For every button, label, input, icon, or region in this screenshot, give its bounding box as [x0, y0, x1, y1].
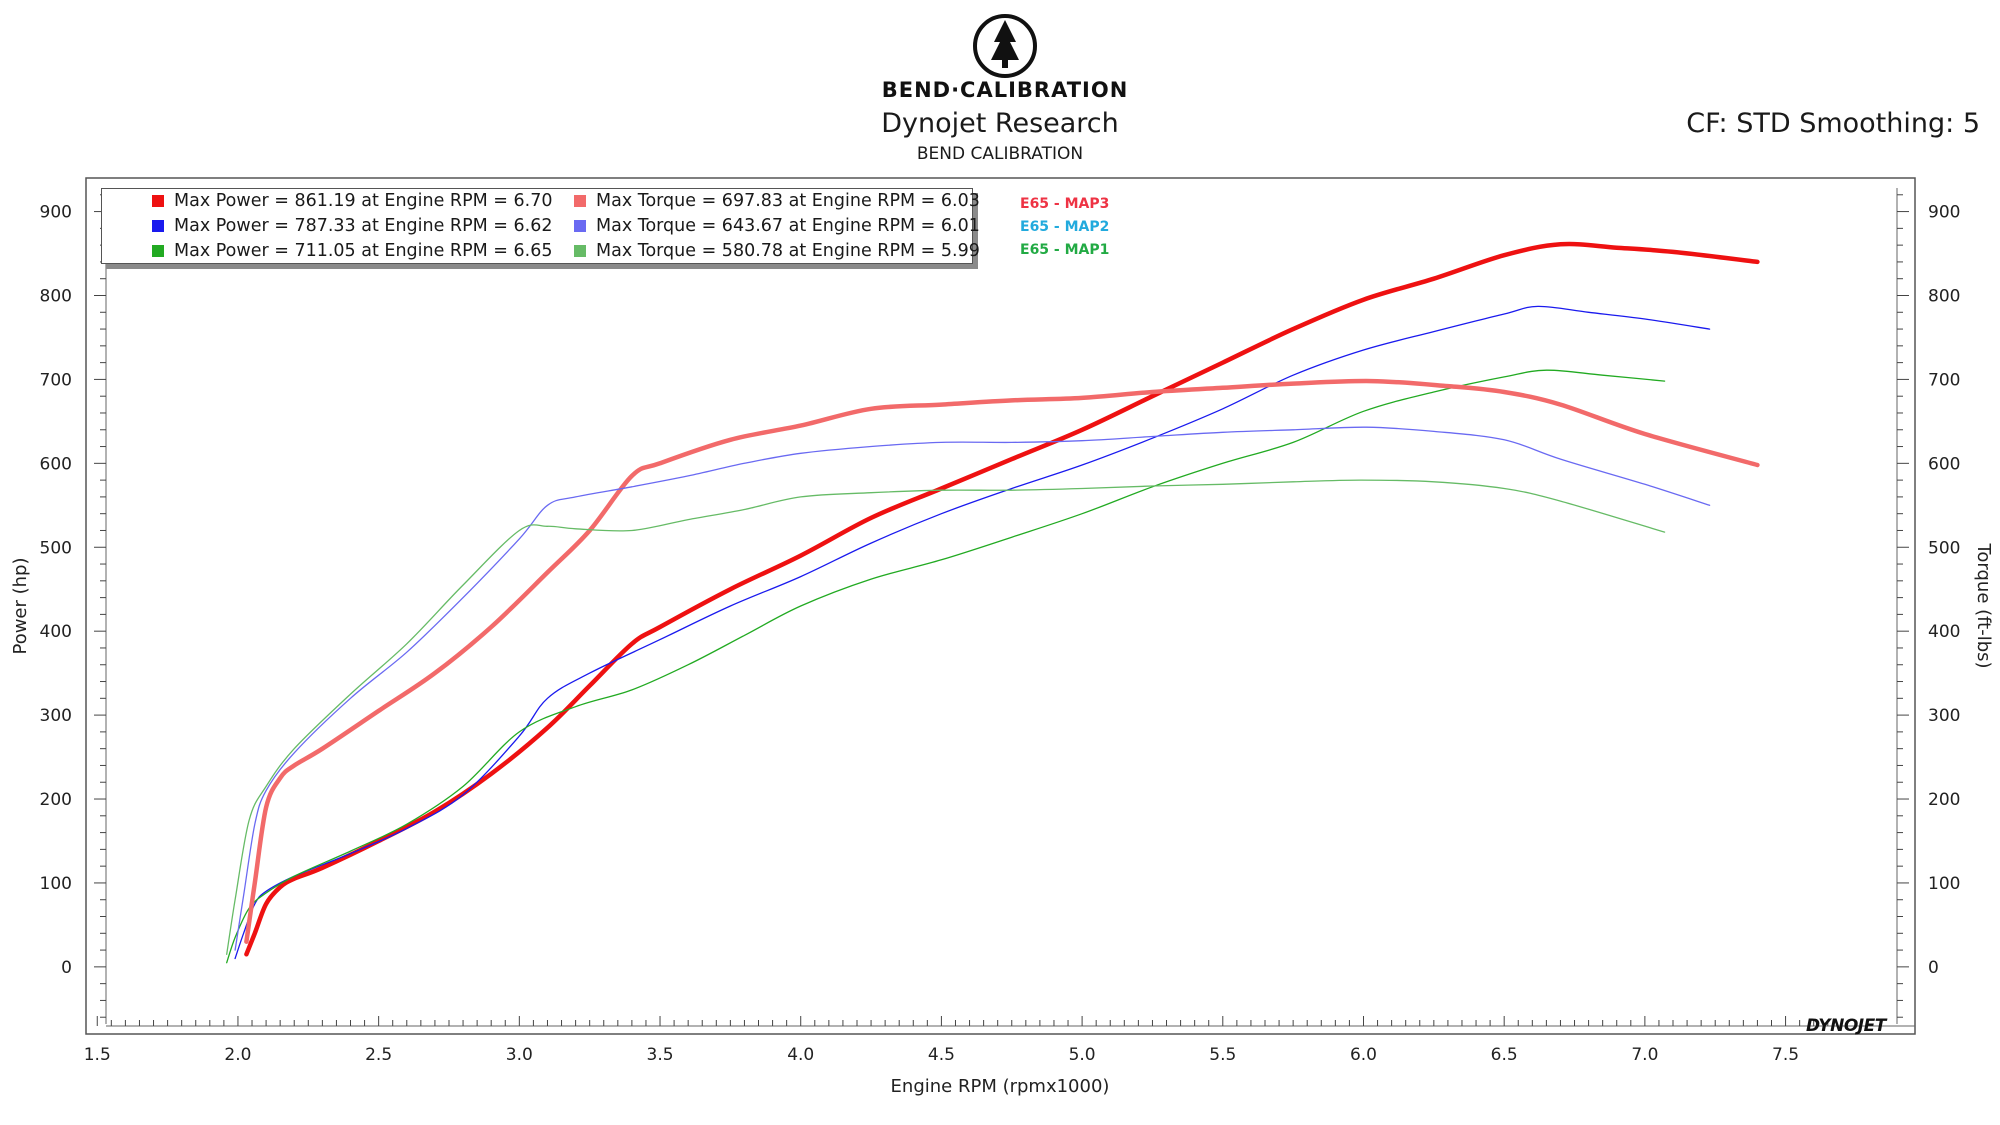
- x-tick-label: 4.0: [787, 1045, 814, 1065]
- chart-title: Dynojet Research: [881, 108, 1119, 139]
- y-left-tick-label: 800: [40, 286, 72, 306]
- legend-label: Max Torque = 643.67 at Engine RPM = 6.01: [596, 216, 980, 236]
- correction-factor-label: CF: STD Smoothing: 5: [1686, 108, 1980, 139]
- plot-border: [85, 177, 1916, 1035]
- legend-label: Max Torque = 580.78 at Engine RPM = 5.99: [596, 241, 980, 261]
- dynojet-logo: DYNOJET: [1806, 1016, 1886, 1036]
- y-left-tick-label: 700: [40, 370, 72, 390]
- y-right-tick-label: 900: [1928, 203, 1960, 223]
- y-left-tick-label: 500: [40, 538, 72, 558]
- x-tick-label: 6.5: [1491, 1045, 1518, 1065]
- legend-entry-map2-power: Max Power = 787.33 at Engine RPM = 6.62: [152, 214, 553, 238]
- x-tick-label: 1.5: [84, 1045, 111, 1065]
- y-right-tick-label: 700: [1928, 370, 1960, 390]
- y-right-tick-label: 800: [1928, 286, 1960, 306]
- series-line-e65-map3-power: [244, 241, 1760, 957]
- chart-series: [226, 241, 1760, 964]
- legend-entry-map2-torque: Max Torque = 643.67 at Engine RPM = 6.01: [574, 214, 980, 238]
- x-tick-label: 7.0: [1631, 1045, 1658, 1065]
- y-right-tick-label: 300: [1928, 706, 1960, 726]
- legend-swatch: [152, 195, 164, 207]
- x-tick-label: 6.0: [1350, 1045, 1377, 1065]
- plot-frame: [85, 177, 1916, 1035]
- y-left-tick-label: 600: [40, 454, 72, 474]
- chart-axes: 1.5 2.0 2.5 3.0 3.5 4.0 4.5 5.0 5.5 6.0 6.5 7.0 7.5 0…: [10, 194, 1994, 1097]
- map-label-map1: E65 - MAP1: [1020, 242, 1110, 258]
- legend-box: Max Power = 861.19 at Engine RPM = 6.70 …: [101, 188, 980, 264]
- y-left-tick-label: 200: [40, 790, 72, 810]
- legend-entry-map1-power: Max Power = 711.05 at Engine RPM = 6.65: [152, 239, 553, 263]
- y-left-tick-label: 300: [40, 706, 72, 726]
- y-left-tick-label: 400: [40, 622, 72, 642]
- x-axis-title: Engine RPM (rpmx1000): [891, 1076, 1110, 1097]
- tree-logo-icon: [973, 14, 1037, 78]
- legend-entry-map3-torque: Max Torque = 697.83 at Engine RPM = 6.03: [574, 189, 980, 213]
- x-tick-label: 3.0: [506, 1045, 533, 1065]
- legend-swatch: [574, 220, 586, 232]
- y-left-tick-label: 900: [40, 203, 72, 223]
- x-tick-label: 3.5: [647, 1045, 674, 1065]
- legend-label: Max Power = 861.19 at Engine RPM = 6.70: [174, 191, 553, 211]
- y-right-tick-label: 500: [1928, 538, 1960, 558]
- y-right-tick-label: 400: [1928, 622, 1960, 642]
- x-tick-label: 4.5: [928, 1045, 955, 1065]
- y-left-tick-label: 0: [61, 958, 72, 978]
- map-label-map3: E65 - MAP3: [1020, 196, 1110, 212]
- brand-name: BEND·CALIBRATION: [881, 78, 1129, 102]
- legend-label: Max Torque = 697.83 at Engine RPM = 6.03: [596, 191, 980, 211]
- y-axis-title-right: Torque (ft-lbs): [1973, 542, 1994, 668]
- y-right-tick-label: 600: [1928, 454, 1960, 474]
- x-tick-label: 5.5: [1209, 1045, 1236, 1065]
- y-right-tick-label: 200: [1928, 790, 1960, 810]
- y-right-tick-label: 0: [1928, 958, 1939, 978]
- series-line-e65-map3-torque: [244, 378, 1760, 944]
- y-left-tick-label: 100: [40, 874, 72, 894]
- legend-entry-map3-power: Max Power = 861.19 at Engine RPM = 6.70: [152, 189, 553, 213]
- series-line-e65-map2-torque: [234, 426, 1711, 951]
- y-axis-title-left: Power (hp): [10, 557, 31, 654]
- legend-entry-map1-torque: Max Torque = 580.78 at Engine RPM = 5.99: [574, 239, 980, 263]
- series-line-e65-map2-power: [234, 305, 1711, 960]
- dynojet-logo-text: DYNOJET: [1806, 1016, 1886, 1036]
- bend-calibration-logo: BEND·CALIBRATION: [870, 8, 1140, 103]
- series-line-e65-map1-torque: [226, 479, 1666, 955]
- x-tick-label: 7.5: [1772, 1045, 1799, 1065]
- x-tick-label: 2.5: [365, 1045, 392, 1065]
- legend-swatch: [574, 245, 586, 257]
- legend-swatch: [152, 245, 164, 257]
- legend-label: Max Power = 711.05 at Engine RPM = 6.65: [174, 241, 553, 261]
- x-tick-label: 5.0: [1069, 1045, 1096, 1065]
- map-label-map2: E65 - MAP2: [1020, 219, 1110, 235]
- chart-subtitle: BEND CALIBRATION: [916, 144, 1084, 164]
- legend-label: Max Power = 787.33 at Engine RPM = 6.62: [174, 216, 553, 236]
- legend-swatch: [574, 195, 586, 207]
- x-tick-label: 2.0: [224, 1045, 251, 1065]
- series-line-e65-map1-power: [226, 369, 1666, 964]
- legend-swatch: [152, 220, 164, 232]
- y-right-tick-label: 100: [1928, 874, 1960, 894]
